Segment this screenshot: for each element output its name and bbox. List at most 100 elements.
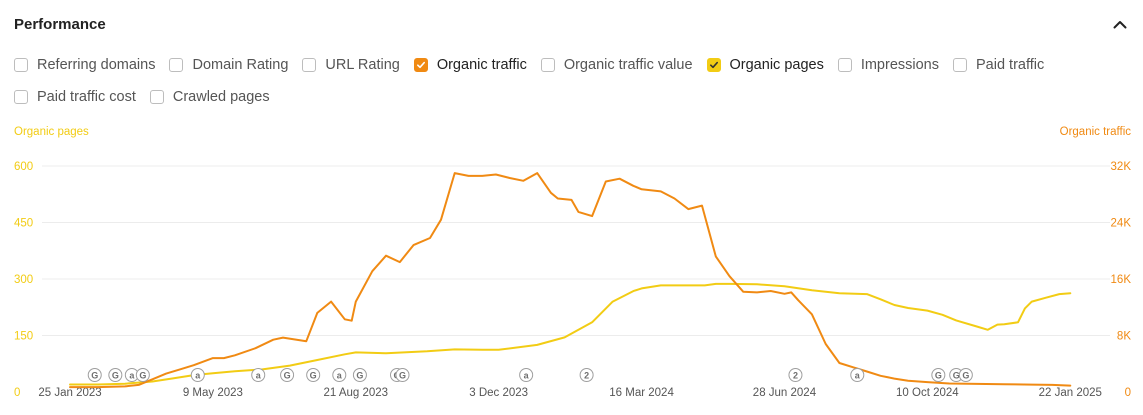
annotation-marker[interactable]: a	[850, 368, 865, 382]
checkbox-row: Paid traffic cost Crawled pages	[14, 88, 1129, 106]
annotation-marker[interactable]: G	[280, 368, 295, 382]
annotation-marker[interactable]: G	[395, 368, 410, 382]
annotation-marker-circle	[135, 368, 150, 382]
checkbox-label: Paid traffic cost	[37, 89, 136, 105]
annotation-marker-letter: G	[284, 371, 291, 381]
checkbox-label: Paid traffic	[976, 57, 1045, 73]
annotation-marker[interactable]: a	[332, 368, 347, 382]
performance-chart: Organic pages Organic traffic 0 0 150 8K 300 16…	[14, 126, 1132, 399]
annotation-marker-letter: 2	[793, 371, 798, 381]
x-tick-label: 9 May 2023	[183, 387, 243, 399]
checkbox-paid-traffic[interactable]: Paid traffic	[953, 57, 1044, 73]
checked-box-icon[interactable]	[413, 58, 428, 72]
annotation-marker[interactable]: G	[87, 368, 102, 382]
checkbox-label: Crawled pages	[172, 89, 270, 105]
y-left-tick-label: 600	[14, 161, 33, 173]
annotation-marker-letter: a	[337, 371, 343, 381]
checked-box-icon[interactable]	[706, 58, 721, 72]
unchecked-box-icon[interactable]	[149, 90, 164, 104]
unchecked-box-icon[interactable]	[540, 58, 555, 72]
x-tick-label: 25 Jan 2023	[38, 387, 101, 399]
checkbox-label: URL Rating	[325, 57, 400, 73]
annotation-marker-letter: G	[935, 371, 942, 381]
annotation-marker[interactable]: 2	[788, 368, 803, 382]
annotation-marker[interactable]: a	[251, 368, 266, 382]
annotation-marker-circle	[251, 368, 266, 382]
annotation-marker-letter: G	[139, 371, 146, 381]
unchecked-box-icon[interactable]	[169, 58, 184, 72]
y-right-tick-label: 24K	[1111, 218, 1132, 230]
series-line-organic-pages	[69, 282, 1072, 386]
unchecked-box-icon[interactable]	[953, 58, 967, 72]
annotation-marker[interactable]: G	[306, 368, 321, 382]
annotation-marker-circle	[280, 368, 295, 382]
x-tick-label: 3 Dec 2023	[469, 387, 528, 399]
y-right-tick-label: 8K	[1117, 331, 1131, 343]
checkbox-url-rating[interactable]: URL Rating	[302, 57, 400, 73]
checkbox-impressions[interactable]: Impressions	[837, 57, 939, 73]
metric-checkbox-group: Referring domains Domain Rating URL Rating…	[14, 56, 1129, 120]
unchecked-box-icon[interactable]	[302, 58, 317, 72]
annotation-marker[interactable]: a	[124, 368, 139, 382]
checkbox-organic-traffic[interactable]: Organic traffic	[413, 57, 527, 73]
annotation-marker-circle	[306, 368, 321, 382]
annotation-marker[interactable]: G	[108, 368, 123, 382]
annotation-marker-circle	[352, 368, 367, 382]
checkbox-crawled-pages[interactable]: Crawled pages	[149, 89, 270, 105]
annotation-marker[interactable]: G	[958, 368, 973, 382]
annotation-marker[interactable]: a	[190, 368, 205, 382]
y-left-axis-title: Organic pages	[14, 126, 89, 138]
page-title: Performance	[14, 16, 106, 33]
annotation-marker-circle	[931, 368, 946, 382]
annotation-marker-letter: G	[356, 371, 363, 381]
y-left-tick-label: 450	[14, 218, 33, 230]
annotation-marker-letter: a	[855, 371, 861, 381]
annotation-marker-letter: G	[962, 371, 969, 381]
collapse-chevron-icon[interactable]	[1111, 16, 1129, 34]
annotation-marker-circle	[395, 368, 410, 382]
checkbox-organic-pages[interactable]: Organic pages	[706, 57, 824, 73]
checkbox-referring-domains[interactable]: Referring domains	[14, 57, 155, 73]
unchecked-box-icon[interactable]	[14, 58, 28, 72]
annotation-marker-letter: G	[112, 371, 119, 381]
annotation-marker-letter: a	[524, 371, 530, 381]
annotation-marker-letter: G	[310, 371, 317, 381]
checkbox-label: Impressions	[860, 57, 939, 73]
annotation-marker-letter: a	[256, 371, 262, 381]
y-left-tick-label: 300	[14, 274, 33, 286]
checkbox-domain-rating[interactable]: Domain Rating	[169, 57, 288, 73]
annotation-marker[interactable]: G	[135, 368, 150, 382]
unchecked-box-icon[interactable]	[14, 90, 28, 104]
annotation-marker-circle	[579, 368, 594, 382]
annotation-marker[interactable]: a	[519, 368, 534, 382]
y-left-tick-label: 150	[14, 331, 33, 343]
x-tick-label: 21 Aug 2023	[323, 387, 388, 399]
checkbox-label: Referring domains	[37, 57, 156, 73]
annotation-marker-circle	[87, 368, 102, 382]
unchecked-box-icon[interactable]	[837, 58, 852, 72]
annotation-marker-letter: a	[195, 371, 201, 381]
checkbox-label: Organic traffic value	[563, 57, 693, 73]
x-tick-label: 28 Jun 2024	[753, 387, 817, 399]
annotation-marker-circle	[850, 368, 865, 382]
annotation-marker-circle	[108, 368, 123, 382]
x-tick-label: 22 Jan 2025	[1039, 387, 1102, 399]
annotation-marker-letter: 2	[584, 371, 589, 381]
y-right-tick-label: 0	[1125, 387, 1131, 399]
annotation-marker-letter: a	[129, 371, 135, 381]
x-tick-label: 10 Oct 2024	[896, 387, 959, 399]
annotation-marker-circle	[519, 368, 534, 382]
y-right-tick-label: 16K	[1111, 274, 1132, 286]
annotation-marker-letter: G	[91, 371, 98, 381]
y-right-tick-label: 32K	[1111, 161, 1132, 173]
annotation-marker[interactable]: G	[931, 368, 946, 382]
annotation-marker[interactable]: 2	[579, 368, 594, 382]
y-left-tick-label: 0	[14, 387, 20, 399]
annotation-marker[interactable]: G	[352, 368, 367, 382]
checkbox-paid-traffic-cost[interactable]: Paid traffic cost	[14, 89, 136, 105]
checkbox-organic-traffic-value[interactable]: Organic traffic value	[540, 57, 693, 73]
checkbox-label: Organic traffic	[436, 57, 527, 73]
annotation-marker-circle	[958, 368, 973, 382]
checkbox-label: Organic pages	[729, 57, 824, 73]
performance-header: Performance	[14, 16, 1129, 38]
